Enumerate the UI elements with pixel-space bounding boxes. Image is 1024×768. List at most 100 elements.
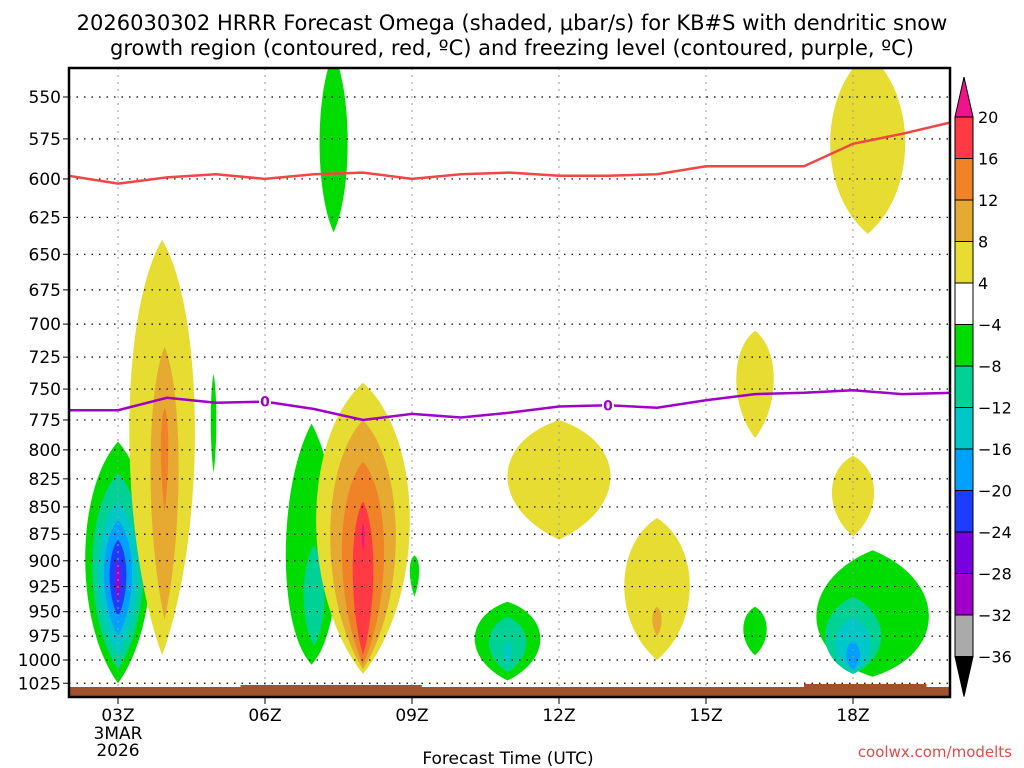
- omega-feature: [474, 601, 541, 681]
- y-tick-label: 875: [29, 525, 61, 545]
- colorbar-label: −16: [978, 440, 1012, 459]
- credit-link[interactable]: coolwx.com/modelts: [858, 743, 1012, 761]
- x-tick-label: 09Z: [395, 706, 428, 726]
- y-tick-label: 850: [29, 498, 61, 518]
- colorbar-swatch: [954, 614, 974, 657]
- colorbar-label: −24: [978, 523, 1012, 542]
- y-tick-label: 1000: [18, 651, 61, 671]
- y-tick-label: 550: [29, 88, 61, 108]
- x-tick-label: 18Z: [836, 706, 869, 726]
- colorbar-label: −20: [978, 482, 1012, 501]
- chart-title-line-2: growth region (contoured, red, ºC) and f…: [110, 36, 914, 60]
- omega-contour-band: [210, 373, 217, 474]
- omega-contour-band: [507, 419, 611, 540]
- omega-contour-band: [845, 640, 861, 670]
- omega-feature: [129, 239, 195, 656]
- omega-contour-band: [624, 517, 690, 660]
- colorbar-swatch: [954, 241, 974, 284]
- y-tick-label: 1025: [18, 674, 61, 694]
- y-tick-label: 750: [29, 380, 61, 400]
- y-tick-label: 625: [29, 208, 61, 228]
- omega-contour-band: [736, 330, 774, 439]
- y-tick-label: 600: [29, 170, 61, 190]
- omega-feature: [210, 373, 217, 474]
- colorbar-swatch: [954, 407, 974, 450]
- chart-title-line-1: 2026030302 HRRR Forecast Omega (shaded, …: [77, 11, 948, 35]
- y-axis: 550 575 600 625 650 675 700 725 750 775 800 825 850 8…: [18, 88, 69, 694]
- dendritic-growth-contour: [69, 121, 950, 185]
- freezing-level-contour: [69, 389, 950, 422]
- colorbar-label: −12: [978, 399, 1012, 418]
- y-tick-label: 775: [29, 411, 61, 431]
- freezing-level-label: 0: [260, 395, 270, 411]
- colorbar-swatch: [954, 448, 974, 491]
- omega-contour-band: [361, 523, 365, 551]
- y-tick-label: 800: [29, 441, 61, 461]
- colorbar-label: −4: [978, 316, 1002, 335]
- omega-feature: [319, 68, 348, 233]
- colorbar-swatch: [954, 531, 974, 574]
- colorbar-label: −8: [978, 357, 1002, 376]
- colorbar-label: 12: [978, 191, 998, 210]
- colorbar-label: 20: [978, 108, 998, 127]
- y-tick-label: 675: [29, 281, 61, 301]
- omega-contour-band: [743, 606, 767, 656]
- omega-contour-band: [352, 501, 374, 656]
- colorbar-swatch: [954, 199, 974, 242]
- freezing-label-bg: [259, 393, 271, 410]
- omega-contour-band: [319, 68, 348, 233]
- terrain-bump: [240, 685, 422, 688]
- y-tick-label: 900: [29, 552, 61, 572]
- omega-contour-band: [830, 68, 906, 234]
- omega-feature: [316, 382, 410, 675]
- colorbar-label: 8: [978, 233, 988, 252]
- y-tick-label: 700: [29, 315, 61, 335]
- colorbar-swatch: [954, 490, 974, 533]
- x-tick-label: 03Z: [101, 706, 134, 726]
- x-tick-sublabel: 2026: [96, 741, 139, 761]
- colorbar-under-arrow: [954, 656, 974, 697]
- colorbar-legend: 20 16 12 8 4 −4 −8 −12 −16 −20 −24 −28 −32 −36: [954, 76, 1012, 697]
- omega-feature: [507, 419, 611, 540]
- colorbar-swatch: [954, 324, 974, 367]
- omega-contour-band: [652, 606, 662, 637]
- x-tick-label: 06Z: [248, 706, 281, 726]
- colorbar-swatch: [954, 158, 974, 201]
- colorbar-label: −28: [978, 565, 1012, 584]
- surface-terrain: [69, 684, 950, 697]
- colorbar-swatch: [954, 282, 974, 325]
- omega-feature: [830, 68, 906, 234]
- y-tick-label: 650: [29, 245, 61, 265]
- omega-feature: [743, 606, 767, 656]
- omega-contour-band: [303, 544, 325, 646]
- plot-frame: [67, 66, 952, 699]
- colorbar-label: 4: [978, 274, 988, 293]
- x-tick-label: 15Z: [689, 706, 722, 726]
- omega-contour-band: [503, 640, 512, 665]
- omega-shading-layer: [85, 68, 929, 684]
- freezing-level-label: 0: [603, 398, 613, 414]
- x-tick-sublabel: 3MAR: [94, 724, 143, 744]
- x-axis-label: Forecast Time (UTC): [422, 749, 593, 768]
- y-tick-label: 950: [29, 603, 61, 623]
- colorbar-over-arrow: [954, 76, 974, 118]
- y-tick-label: 725: [29, 348, 61, 368]
- colorbar-label: −32: [978, 606, 1012, 625]
- colorbar-label: −36: [978, 648, 1012, 667]
- freezing-label-bg: [602, 397, 614, 414]
- omega-feature: [736, 330, 774, 439]
- colorbar-swatch: [954, 573, 974, 616]
- x-tick-label: 12Z: [542, 706, 575, 726]
- colorbar-swatch: [954, 116, 974, 159]
- y-tick-label: 925: [29, 578, 61, 598]
- omega-feature: [409, 555, 420, 597]
- omega-feature: [816, 550, 929, 677]
- omega-contour-band: [409, 555, 420, 597]
- colorbar-swatch: [954, 365, 974, 408]
- y-tick-label: 975: [29, 627, 61, 647]
- terrain-fill: [69, 687, 950, 697]
- omega-contour-band: [160, 407, 169, 513]
